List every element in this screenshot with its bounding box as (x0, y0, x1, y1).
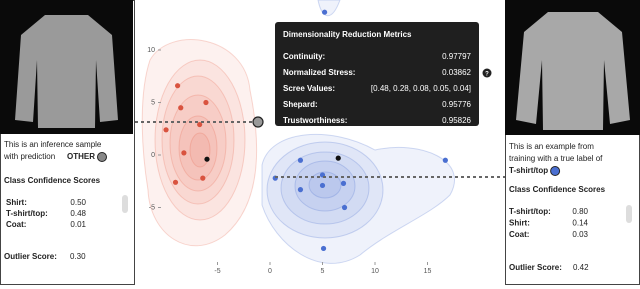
point[interactable] (320, 245, 327, 252)
prediction-marker (97, 152, 107, 162)
metric-value: 0.95776 (442, 100, 471, 109)
x-tick-label: 5 (321, 268, 325, 275)
score-label: Shirt: (6, 198, 27, 207)
score-label: Coat: (509, 230, 529, 239)
density-red (141, 39, 258, 247)
point[interactable] (340, 180, 347, 186)
scores-title: Class Confidence Scores (509, 185, 606, 194)
y-tick-label: 5 (151, 99, 155, 106)
point[interactable] (442, 157, 448, 163)
point[interactable] (197, 121, 203, 128)
tooltip-title: Dimensionality Reduction Metrics (283, 30, 412, 39)
point[interactable] (335, 155, 341, 161)
score-value: 0.80 (572, 207, 588, 216)
outlier-label: Outlier Score: (509, 263, 562, 272)
metric-label: Continuity: (283, 52, 325, 61)
y-tick-label: 0 (151, 152, 155, 159)
metric-label: Trustworthiness: (283, 116, 347, 125)
tooltip: Dimensionality Reduction Metrics (275, 22, 479, 126)
left-text: This is an inference sample with predicti… (3, 140, 107, 261)
help-icon-label[interactable]: ? (485, 72, 489, 78)
scrollbar[interactable] (626, 205, 632, 223)
x-tick-label: 0 (268, 268, 272, 275)
metric-value: 0.03862 (442, 68, 471, 77)
caption: with prediction (3, 152, 55, 161)
score-value: 0.50 (70, 198, 86, 207)
score-label: Coat: (6, 220, 26, 229)
help-icon[interactable] (482, 68, 492, 78)
scatter-plot: -5 0 5 10 15 10 5 0 -5 (147, 9, 448, 275)
point[interactable] (175, 83, 181, 89)
x-tick-label: -5 (214, 268, 220, 275)
outlier-value: 0.42 (573, 263, 589, 272)
point[interactable] (319, 182, 326, 189)
y-tick-label: 10 (147, 47, 155, 54)
outlier-label: Outlier Score: (4, 252, 57, 261)
right-text: This is an example from training with a t… (509, 142, 606, 272)
point[interactable] (178, 105, 184, 111)
outlier-value: 0.30 (70, 252, 86, 261)
x-tick-label: 15 (424, 268, 432, 275)
tooltip-box (275, 22, 479, 126)
score-label: T-shirt/top: (6, 209, 48, 218)
score-value: 0.48 (70, 209, 86, 218)
point[interactable] (203, 99, 209, 106)
score-value: 0.03 (572, 230, 588, 239)
caption: This is an inference sample (4, 140, 102, 149)
y-tick-label: -5 (149, 204, 155, 211)
x-tick-label: 10 (371, 268, 379, 275)
caption: training with a true label of (509, 154, 603, 163)
density-blue (261, 0, 456, 264)
true-label: T-shirt/top (509, 166, 548, 175)
metric-label: Normalized Stress: (283, 68, 355, 77)
scrollbar[interactable] (122, 195, 128, 213)
point[interactable] (200, 175, 206, 181)
score-value: 0.14 (572, 219, 588, 228)
connector-node (252, 116, 264, 128)
point[interactable] (341, 204, 348, 211)
metric-label: Scree Values: (283, 84, 335, 93)
prediction: OTHER (67, 152, 95, 161)
metric-value: 0.97797 (442, 52, 471, 61)
point[interactable] (172, 179, 179, 185)
point[interactable] (163, 127, 169, 133)
score-label: Shirt: (509, 219, 530, 228)
score-label: T-shirt/top: (509, 207, 551, 216)
shirt-image (516, 12, 630, 130)
metric-value: 0.95826 (442, 116, 471, 125)
metric-value: [0.48, 0.28, 0.08, 0.05, 0.04] (371, 84, 471, 93)
metric-label: Shepard: (283, 100, 318, 109)
caption: This is an example from (509, 142, 594, 151)
point[interactable] (204, 156, 210, 162)
point[interactable] (297, 157, 304, 163)
point[interactable] (181, 150, 187, 156)
label-marker (550, 166, 561, 176)
point[interactable] (297, 187, 304, 193)
left-panel (0, 0, 135, 285)
scores-title: Class Confidence Scores (4, 176, 101, 185)
right-panel (505, 0, 640, 285)
score-value: 0.01 (70, 220, 86, 229)
shirt-image (15, 15, 118, 128)
point[interactable] (322, 9, 328, 15)
